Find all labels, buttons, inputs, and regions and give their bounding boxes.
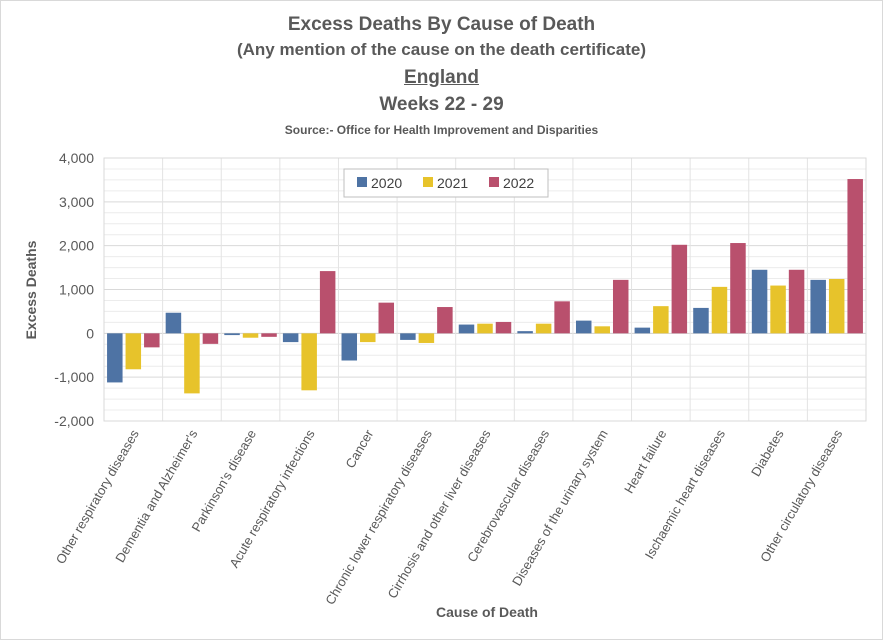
y-tick-label: 2,000: [59, 238, 94, 254]
bar-2021-4: [360, 333, 376, 343]
legend: 2020 2021 2022: [343, 168, 549, 198]
bar-2022-11: [788, 269, 805, 334]
category-label: Parkinson's disease: [189, 427, 260, 534]
bar-2020-7: [517, 331, 533, 334]
bar-2021-10: [711, 286, 728, 334]
chart-subtitle: (Any mention of the cause on the death c…: [236, 40, 646, 59]
bar-2021-8: [594, 326, 610, 334]
bar-2022-7: [554, 301, 570, 334]
bar-2020-8: [575, 320, 592, 334]
legend-swatch-2020: [357, 177, 367, 187]
bar-2021-11: [770, 285, 786, 334]
bar-2020-1: [165, 312, 182, 334]
category-label: Chronic lower respiratory diseases: [322, 427, 435, 608]
category-label: Cancer: [342, 426, 376, 470]
y-tick-label: 1,000: [59, 282, 94, 298]
bar-2020-5: [400, 333, 416, 340]
category-label: Cirrhosis and other liver diseases: [385, 427, 494, 601]
bar-2020-6: [458, 324, 475, 334]
bar-2020-9: [634, 327, 651, 334]
bar-2022-10: [730, 243, 746, 334]
legend-label-2021: 2021: [437, 175, 468, 191]
legend-swatch-2022: [489, 177, 499, 187]
bar-2020-12: [810, 279, 826, 334]
bar-2022-8: [612, 279, 629, 334]
bar-2022-4: [378, 302, 395, 334]
bar-2020-0: [107, 333, 123, 383]
bar-2022-0: [144, 333, 160, 348]
y-tick-label: -2,000: [54, 413, 94, 429]
bar-2020-11: [751, 269, 768, 334]
bar-2021-6: [477, 323, 493, 334]
y-tick-label: 3,000: [59, 194, 94, 210]
bar-2020-10: [693, 307, 709, 334]
bar-2021-0: [125, 333, 142, 370]
legend-box: [343, 168, 549, 198]
bar-2021-7: [535, 323, 552, 334]
y-tick-label: 4,000: [59, 150, 94, 166]
plot-area: [103, 157, 867, 422]
bar-2021-1: [184, 333, 200, 394]
bar-2022-3: [319, 271, 336, 334]
bar-2020-2: [224, 333, 240, 336]
chart-region: England: [404, 67, 479, 88]
bar-2022-5: [437, 307, 453, 334]
y-tick-label: -1,000: [54, 369, 94, 385]
bar-2021-2: [242, 333, 259, 338]
legend-label-2022: 2022: [503, 175, 534, 191]
bar-2021-5: [418, 333, 435, 343]
bar-2022-1: [202, 333, 219, 344]
bar-2022-6: [495, 321, 512, 334]
y-axis-title: Excess Deaths: [23, 240, 39, 339]
chart-period: Weeks 22 - 29: [379, 94, 504, 115]
bar-2022-9: [671, 244, 688, 334]
bars: [107, 179, 863, 394]
x-axis-title: Cause of Death: [436, 604, 538, 620]
bar-2021-9: [653, 306, 669, 334]
legend-label-2020: 2020: [371, 175, 402, 191]
bar-2020-3: [282, 333, 299, 343]
chart-title: Excess Deaths By Cause of Death: [287, 14, 596, 35]
legend-swatch-2021: [423, 177, 433, 187]
y-tick-label: 0: [86, 325, 94, 341]
bar-2020-4: [341, 333, 358, 361]
bar-2021-12: [828, 278, 845, 334]
category-label: Heart failure: [621, 427, 669, 496]
bar-2022-12: [847, 179, 863, 334]
bar-2021-3: [301, 333, 317, 391]
category-label: Diabetes: [748, 427, 787, 479]
chart-source: Source:- Office for Health Improvement a…: [284, 123, 599, 137]
bar-2022-2: [261, 333, 277, 337]
